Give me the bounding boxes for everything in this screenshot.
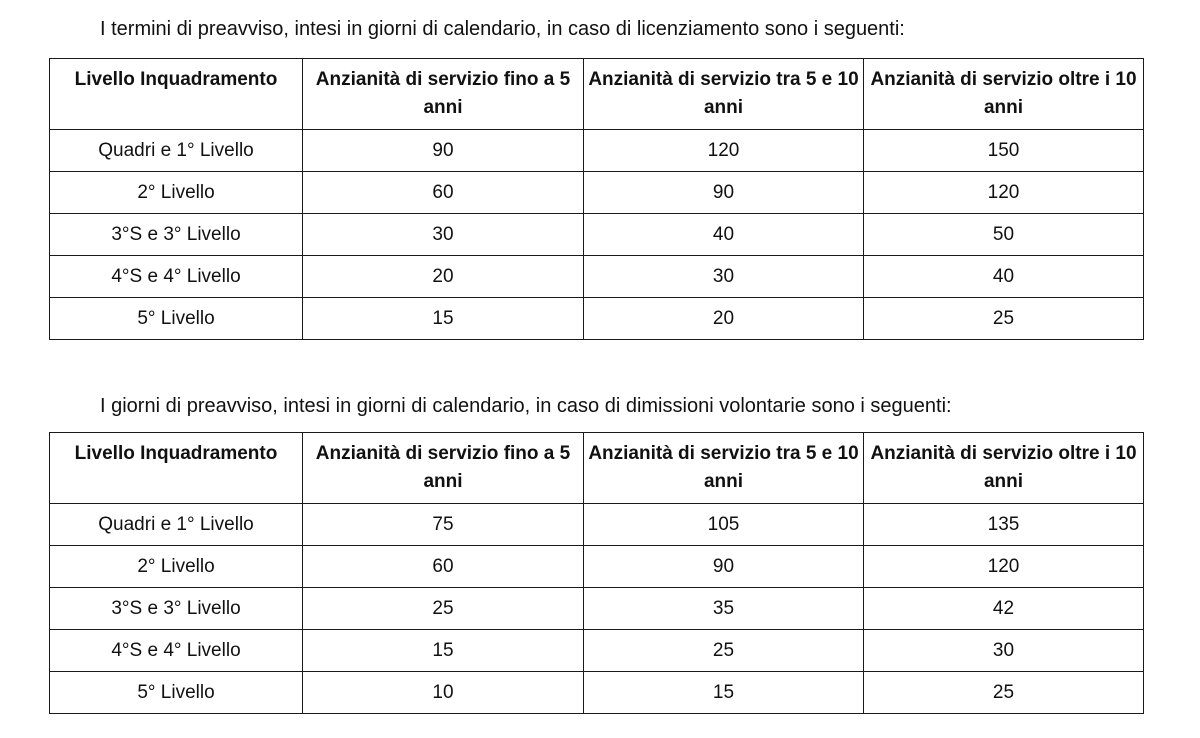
cell-value: 60 — [302, 545, 584, 588]
table-row: 4°S e 4° Livello 20 30 40 — [49, 255, 1144, 298]
header-oltre-10-anni: Anzianità di servizio oltre i 10 anni — [863, 432, 1144, 504]
cell-value: 120 — [863, 171, 1144, 214]
header-fino-5-anni: Anzianità di servizio fino a 5 anni — [302, 58, 584, 130]
cell-livello: 5° Livello — [49, 297, 303, 340]
cell-livello: 4°S e 4° Livello — [49, 255, 303, 298]
cell-value: 75 — [302, 503, 584, 546]
table-row: 5° Livello 10 15 25 — [49, 671, 1144, 714]
cell-value: 42 — [863, 587, 1144, 630]
cell-value: 90 — [302, 129, 584, 172]
cell-value: 20 — [583, 297, 864, 340]
cell-value: 40 — [863, 255, 1144, 298]
cell-value: 40 — [583, 213, 864, 256]
header-livello: Livello Inquadramento — [49, 58, 303, 130]
header-livello: Livello Inquadramento — [49, 432, 303, 504]
table-row: 2° Livello 60 90 120 — [49, 171, 1144, 214]
cell-value: 25 — [302, 587, 584, 630]
cell-livello: 3°S e 3° Livello — [49, 213, 303, 256]
cell-livello: Quadri e 1° Livello — [49, 129, 303, 172]
cell-value: 105 — [583, 503, 864, 546]
table-row: 2° Livello 60 90 120 — [49, 545, 1144, 588]
cell-livello: 2° Livello — [49, 545, 303, 588]
cell-value: 120 — [583, 129, 864, 172]
cell-livello: Quadri e 1° Livello — [49, 503, 303, 546]
table-header-row: Livello Inquadramento Anzianità di servi… — [49, 432, 1144, 504]
cell-value: 30 — [863, 629, 1144, 672]
notice-table-dimissioni: Livello Inquadramento Anzianità di servi… — [49, 432, 1144, 714]
cell-value: 150 — [863, 129, 1144, 172]
cell-value: 25 — [863, 297, 1144, 340]
notice-table-licenziamento: Livello Inquadramento Anzianità di servi… — [49, 58, 1144, 340]
header-tra-5-10-anni: Anzianità di servizio tra 5 e 10 anni — [583, 432, 864, 504]
cell-value: 25 — [583, 629, 864, 672]
cell-value: 20 — [302, 255, 584, 298]
cell-value: 10 — [302, 671, 584, 714]
header-tra-5-10-anni: Anzianità di servizio tra 5 e 10 anni — [583, 58, 864, 130]
cell-value: 60 — [302, 171, 584, 214]
table-row: 5° Livello 15 20 25 — [49, 297, 1144, 340]
header-oltre-10-anni: Anzianità di servizio oltre i 10 anni — [863, 58, 1144, 130]
cell-value: 15 — [583, 671, 864, 714]
intro-text-dimissioni: I giorni di preavviso, intesi in giorni … — [100, 395, 952, 417]
cell-livello: 3°S e 3° Livello — [49, 587, 303, 630]
table-row: 3°S e 3° Livello 30 40 50 — [49, 213, 1144, 256]
cell-value: 90 — [583, 171, 864, 214]
cell-value: 35 — [583, 587, 864, 630]
cell-livello: 2° Livello — [49, 171, 303, 214]
table-row: Quadri e 1° Livello 75 105 135 — [49, 503, 1144, 546]
table-row: Quadri e 1° Livello 90 120 150 — [49, 129, 1144, 172]
cell-value: 135 — [863, 503, 1144, 546]
cell-value: 90 — [583, 545, 864, 588]
table-row: 4°S e 4° Livello 15 25 30 — [49, 629, 1144, 672]
cell-value: 50 — [863, 213, 1144, 256]
cell-value: 30 — [583, 255, 864, 298]
cell-value: 15 — [302, 297, 584, 340]
cell-livello: 5° Livello — [49, 671, 303, 714]
cell-livello: 4°S e 4° Livello — [49, 629, 303, 672]
table-row: 3°S e 3° Livello 25 35 42 — [49, 587, 1144, 630]
intro-text-licenziamento: I termini di preavviso, intesi in giorni… — [100, 18, 905, 40]
header-fino-5-anni: Anzianità di servizio fino a 5 anni — [302, 432, 584, 504]
cell-value: 120 — [863, 545, 1144, 588]
cell-value: 30 — [302, 213, 584, 256]
cell-value: 25 — [863, 671, 1144, 714]
table-header-row: Livello Inquadramento Anzianità di servi… — [49, 58, 1144, 130]
cell-value: 15 — [302, 629, 584, 672]
